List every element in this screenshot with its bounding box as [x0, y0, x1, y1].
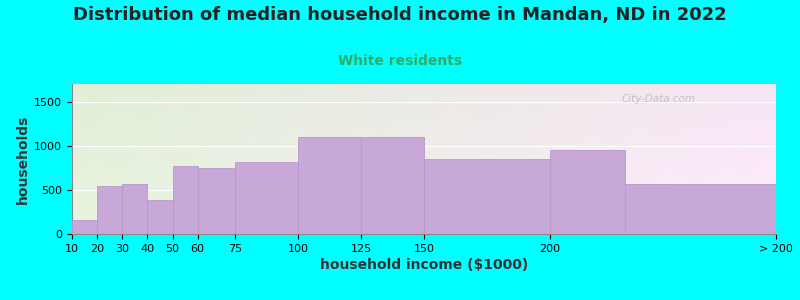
Bar — [122, 184, 147, 234]
Bar — [72, 220, 97, 234]
Bar — [173, 166, 198, 234]
Bar — [625, 184, 776, 234]
Text: City-Data.com: City-Data.com — [621, 94, 695, 104]
X-axis label: household income ($1000): household income ($1000) — [320, 258, 528, 272]
Bar — [198, 168, 235, 234]
Bar — [424, 159, 550, 234]
Bar — [298, 136, 361, 234]
Bar — [97, 186, 122, 234]
Bar — [550, 150, 625, 234]
Bar — [147, 200, 173, 234]
Text: White residents: White residents — [338, 54, 462, 68]
Text: Distribution of median household income in Mandan, ND in 2022: Distribution of median household income … — [73, 6, 727, 24]
Y-axis label: households: households — [16, 114, 30, 204]
Bar — [361, 136, 424, 234]
Bar — [235, 162, 298, 234]
